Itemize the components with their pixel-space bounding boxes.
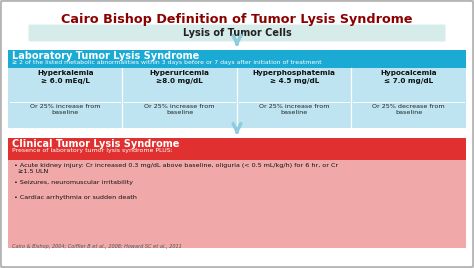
Text: Hyperkalemia
≥ 6.0 mEq/L: Hyperkalemia ≥ 6.0 mEq/L bbox=[37, 70, 93, 84]
Text: Presence of laboratory tumor lysis syndrome PLUS:: Presence of laboratory tumor lysis syndr… bbox=[12, 148, 173, 153]
Text: Hypocalcemia
≤ 7.0 mg/dL: Hypocalcemia ≤ 7.0 mg/dL bbox=[381, 70, 437, 84]
Text: Or 25% increase from
baseline: Or 25% increase from baseline bbox=[259, 104, 329, 115]
Text: • Acute kidney injury: Cr increased 0.3 mg/dL above baseline, oliguria (< 0.5 mL: • Acute kidney injury: Cr increased 0.3 … bbox=[14, 163, 338, 174]
Text: Or 25% increase from
baseline: Or 25% increase from baseline bbox=[30, 104, 100, 115]
Text: • Cardiac arrhythmia or sudden death: • Cardiac arrhythmia or sudden death bbox=[14, 195, 137, 200]
Text: Cairo Bishop Definition of Tumor Lysis Syndrome: Cairo Bishop Definition of Tumor Lysis S… bbox=[61, 13, 413, 26]
Text: Hyperphosphatemia
≥ 4.5 mg/dL: Hyperphosphatemia ≥ 4.5 mg/dL bbox=[253, 70, 336, 84]
Text: Lysis of Tumor Cells: Lysis of Tumor Cells bbox=[182, 28, 292, 38]
Text: Laboratory Tumor Lysis Syndrome: Laboratory Tumor Lysis Syndrome bbox=[12, 51, 199, 61]
Text: ≥ 2 of the listed metabolic abnormalities within 3 days before or 7 days after i: ≥ 2 of the listed metabolic abnormalitie… bbox=[12, 60, 322, 65]
FancyBboxPatch shape bbox=[8, 160, 466, 248]
FancyBboxPatch shape bbox=[28, 24, 446, 42]
Text: Or 25% decrease from
baseline: Or 25% decrease from baseline bbox=[373, 104, 445, 115]
FancyBboxPatch shape bbox=[8, 138, 466, 160]
Text: • Seizures, neuromuscular irritability: • Seizures, neuromuscular irritability bbox=[14, 180, 133, 185]
Text: Or 25% increase from
baseline: Or 25% increase from baseline bbox=[145, 104, 215, 115]
FancyBboxPatch shape bbox=[8, 50, 466, 68]
Text: Hyperuricemia
≥8.0 mg/dL: Hyperuricemia ≥8.0 mg/dL bbox=[150, 70, 210, 84]
FancyBboxPatch shape bbox=[8, 68, 466, 128]
Text: Cairo & Bishop, 2004; Coiffier B et al., 2008; Howard SC et al., 2011: Cairo & Bishop, 2004; Coiffier B et al.,… bbox=[12, 244, 182, 249]
Text: Clinical Tumor Lysis Syndrome: Clinical Tumor Lysis Syndrome bbox=[12, 139, 179, 149]
